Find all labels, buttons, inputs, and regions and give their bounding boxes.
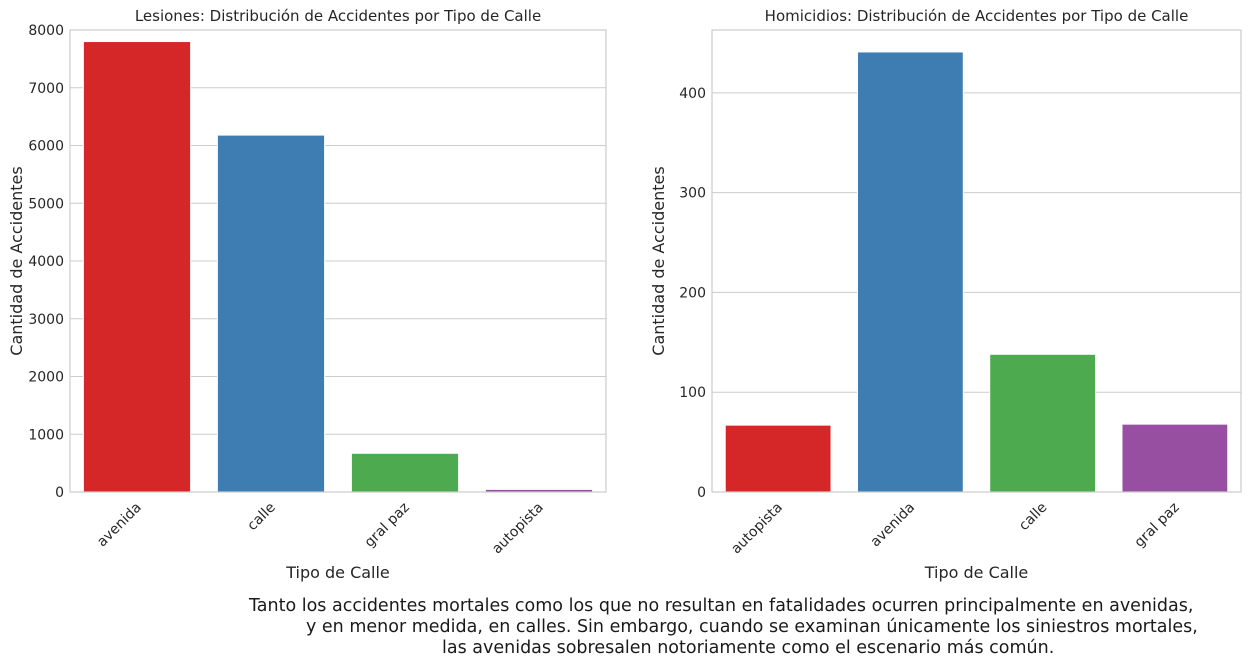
chart2-y-tick-label: 200 [679, 285, 706, 301]
chart1-bar-gral-paz [350, 452, 460, 493]
chart1-y-tick-label: 7000 [28, 81, 64, 97]
caption-line-2: y en menor medida, en calles. Sin embarg… [306, 617, 1198, 637]
caption-line-1: Tanto los accidentes mortales como los q… [249, 596, 1194, 616]
chart1-y-tick-label: 0 [55, 485, 64, 501]
chart2-bar-gral-paz [1121, 423, 1229, 493]
chart1-title: Lesiones: Distribución de Accidentes por… [135, 7, 541, 25]
chart2-bar-autopista [724, 424, 832, 493]
chart2-bar-calle [989, 353, 1097, 493]
chart1-plot-frame [69, 29, 607, 493]
chart1-x-tick-label: calle [244, 500, 278, 534]
chart1-y-tick-label: 2000 [28, 370, 64, 386]
chart1-y-tick-label: 5000 [28, 196, 64, 212]
chart2-bar-avenida [856, 51, 964, 493]
charts-figure: 010002000300040005000600070008000avenida… [7, 7, 1242, 582]
chart1-x-tick-label: autopista [489, 500, 547, 558]
chart1-y-tick-label: 6000 [28, 139, 64, 155]
chart1-y-tick-label: 3000 [28, 312, 64, 328]
chart2-y-axis-label: Cantidad de Accidentes [649, 166, 668, 355]
chart1-x-axis-label: Tipo de Calle [285, 563, 390, 582]
chart2-x-tick-label: gral paz [1132, 500, 1183, 551]
chart2-y-tick-label: 400 [679, 86, 706, 102]
chart2-y-tick-label: 100 [679, 385, 706, 401]
chart2-x-tick-label: autopista [728, 500, 786, 558]
chart1-x-tick-label: gral paz [362, 500, 413, 551]
chart1-bar-avenida [82, 41, 192, 493]
chart2-plot-frame [711, 29, 1242, 493]
chart2-y-tick-label: 0 [697, 485, 706, 501]
caption-line-3: las avenidas sobresalen notoriamente com… [442, 638, 1055, 658]
chart1-bar-calle [216, 134, 326, 493]
chart1-x-tick-label: avenida [94, 500, 145, 551]
chart2-y-tick-label: 300 [679, 186, 706, 202]
chart2-x-axis-label: Tipo de Calle [924, 563, 1029, 582]
chart2-x-tick-label: calle [1016, 500, 1050, 534]
chart1-y-tick-label: 8000 [28, 23, 64, 39]
chart2-x-tick-label: avenida [867, 500, 918, 551]
chart1-y-tick-label: 4000 [28, 254, 64, 270]
chart1-y-axis-label: Cantidad de Accidentes [7, 166, 26, 355]
chart2-title: Homicidios: Distribución de Accidentes p… [765, 7, 1189, 25]
chart1-y-tick-label: 1000 [28, 427, 64, 443]
